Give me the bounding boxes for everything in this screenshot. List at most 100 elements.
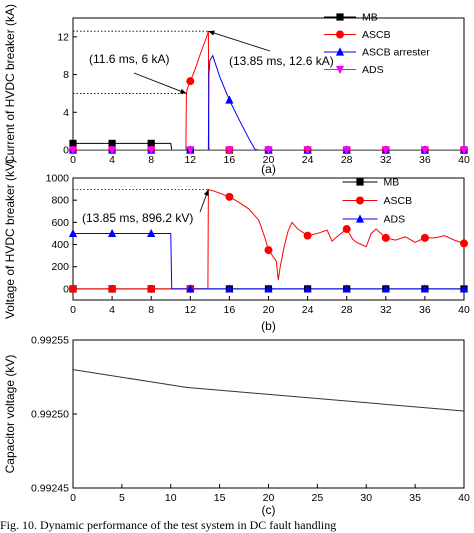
x-tick-label: 36 (419, 304, 431, 316)
y-tick-label: 4 (63, 107, 69, 119)
x-tick-label: 8 (148, 304, 154, 316)
x-tick-label: 4 (109, 154, 115, 166)
x-tick-label: 10 (165, 492, 177, 504)
legend-marker (336, 13, 344, 21)
x-tick-label: 35 (409, 492, 421, 504)
chart-panel-3: 0 5 10 15 20 25 30 35 40 0.99245 0.99250 0.99255 Cap… (3, 335, 470, 518)
data-marker (381, 146, 390, 155)
x-tick-label: 12 (184, 304, 196, 316)
data-marker (147, 284, 156, 293)
x-tick-label: 15 (214, 492, 226, 504)
data-marker (381, 233, 390, 242)
data-marker (68, 228, 78, 238)
legend: MB ASCB ADS (342, 177, 413, 226)
data-marker (303, 231, 312, 240)
data-marker (420, 146, 429, 155)
data-marker (303, 146, 312, 155)
figure-caption: Fig. 10. Dynamic performance of the test… (0, 518, 337, 532)
x-tick-label: 20 (263, 492, 275, 504)
series-line-1 (73, 369, 464, 412)
data-marker (264, 284, 273, 293)
data-marker (459, 146, 469, 155)
panel-label: (b) (261, 319, 276, 333)
annotation-label: (13.85 ms, 896.2 kV) (82, 211, 193, 225)
y-tick-label: 800 (51, 195, 69, 207)
legend-label: ADS (362, 64, 384, 76)
legend: MB ASCB ASCB arrester ADS (324, 12, 430, 76)
series-group (73, 369, 464, 412)
annotation-arrowhead (208, 30, 215, 36)
annotation-label: (13.85 ms, 12.6 kA) (229, 54, 334, 68)
x-tick-label: 32 (380, 154, 392, 166)
y-tick-label: 0 (63, 145, 69, 157)
annotation-arrowhead (203, 189, 209, 197)
annotation-arrow (133, 72, 187, 94)
data-marker (108, 228, 117, 238)
annotation-label: (11.6 ms, 6 kA) (89, 52, 169, 66)
x-tick-label: 16 (224, 154, 236, 166)
data-marker (381, 284, 390, 293)
y-tick-label: 0.99255 (31, 335, 69, 347)
x-tick-label: 40 (458, 154, 470, 166)
data-marker (342, 146, 351, 155)
y-tick-label: 600 (51, 217, 69, 229)
plot-frame (72, 17, 465, 151)
data-marker (108, 146, 117, 155)
x-tick-label: 24 (302, 154, 314, 166)
x-tick-label: 0 (70, 304, 76, 316)
y-tick-label: 0 (63, 283, 69, 295)
y-tick-label: 200 (51, 261, 69, 273)
data-marker (68, 146, 78, 155)
data-marker (420, 233, 429, 242)
x-tick-label: 36 (419, 154, 431, 166)
x-tick-label: 24 (302, 304, 314, 316)
data-marker (225, 284, 234, 293)
data-marker (147, 139, 155, 147)
x-tick-label: 20 (263, 304, 275, 316)
data-marker (186, 77, 195, 86)
y-tick-label: 0.99250 (31, 409, 69, 421)
x-tick-label: 32 (380, 304, 392, 316)
y-axis-label: Current of HVDC breaker (kA) (3, 4, 17, 164)
legend-marker (335, 65, 345, 75)
data-marker (186, 284, 195, 293)
legend-label: ASCB (362, 29, 391, 41)
legend-marker (355, 214, 365, 223)
series-line-1 (73, 142, 464, 150)
data-marker (186, 146, 195, 155)
legend-label: MB (384, 177, 400, 189)
panel-label: (a) (261, 162, 276, 176)
y-tick-label: 1000 (46, 173, 70, 185)
data-marker (69, 139, 77, 147)
data-marker (460, 239, 468, 248)
x-tick-label: 40 (458, 492, 470, 504)
data-marker (69, 284, 77, 293)
x-tick-label: 16 (224, 304, 236, 316)
x-tick-label: 5 (119, 492, 125, 504)
legend-label: ASCB (384, 195, 413, 207)
y-axis-label: Capacitor voltage (kV) (3, 355, 17, 474)
x-tick-label: 30 (360, 492, 372, 504)
x-tick-label: 25 (312, 492, 324, 504)
data-marker (264, 146, 273, 155)
chart-panel-1: 0 4 8 12 16 20 24 28 32 36 40 0 4 8 12 Current of HVDC … (3, 4, 470, 176)
y-tick-label: 400 (51, 239, 69, 251)
x-tick-label: 4 (109, 304, 115, 316)
x-tick-label: 28 (341, 304, 353, 316)
legend-marker (335, 47, 345, 56)
data-marker (225, 146, 234, 155)
x-tick-label: 20 (263, 154, 275, 166)
chart-panel-2: 0 4 8 12 16 20 24 28 32 36 4002004006008001000Volt… (3, 159, 470, 333)
legend-label: ADS (384, 214, 406, 226)
legend-label: MB (362, 12, 378, 24)
data-marker (147, 228, 156, 238)
x-tick-label: 8 (148, 154, 154, 166)
y-tick-label: 12 (57, 31, 69, 43)
data-marker (420, 284, 429, 293)
series-line-3 (73, 54, 464, 150)
data-marker (147, 146, 156, 155)
data-marker (303, 284, 312, 293)
x-tick-label: 0 (70, 492, 76, 504)
series-line-3 (73, 232, 464, 290)
